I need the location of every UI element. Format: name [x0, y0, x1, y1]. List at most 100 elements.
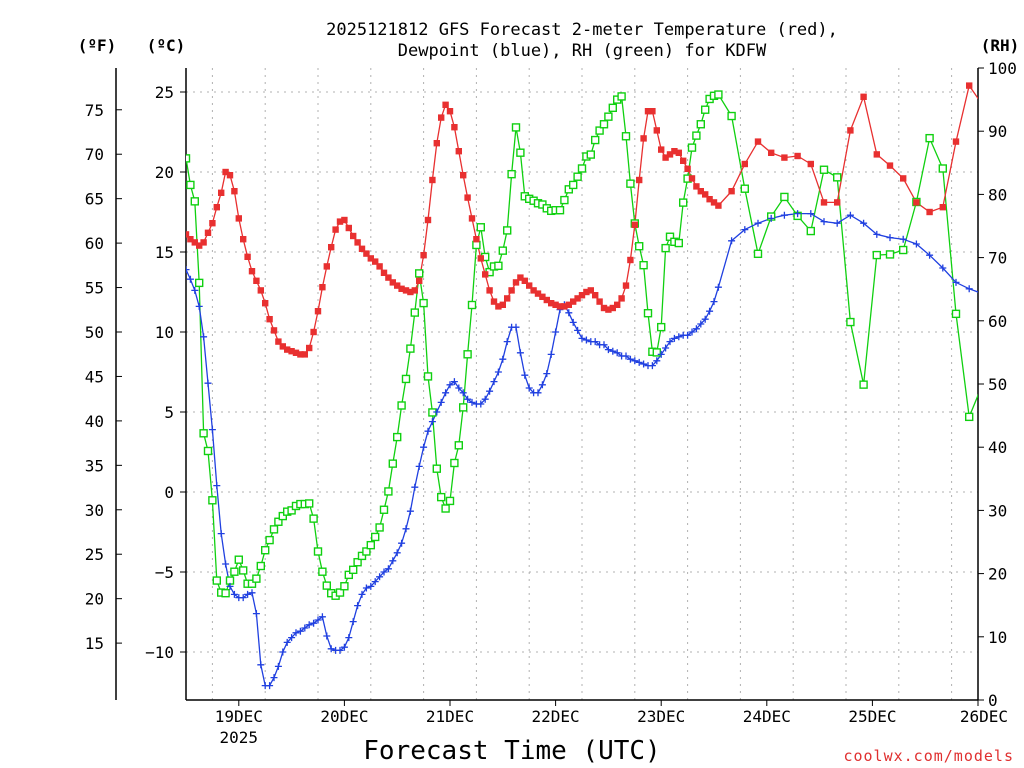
- dewpoint-point: [820, 218, 828, 226]
- temperature-point: [314, 308, 322, 315]
- rh-point: [313, 547, 323, 556]
- temperature-point: [680, 157, 687, 164]
- dewpoint-point: [314, 616, 322, 624]
- rh-point: [674, 238, 683, 248]
- chart-title-line2: Dewpoint (blue), RH (green) for KDFW: [398, 41, 767, 61]
- temperature-point: [288, 348, 295, 355]
- rh-point: [318, 567, 327, 576]
- temperature-point: [517, 274, 524, 281]
- temperature-point: [794, 152, 801, 160]
- temperature-point: [543, 296, 550, 304]
- temperature-point: [952, 138, 960, 145]
- temperature-point: [328, 244, 335, 251]
- axes: [115, 68, 979, 701]
- temperature-point: [710, 199, 718, 206]
- temperature-point: [196, 242, 203, 249]
- dewpoint-point: [450, 378, 458, 386]
- rh-point: [577, 164, 587, 173]
- rh-point: [938, 164, 947, 173]
- temperature-point: [614, 301, 621, 308]
- dewpoint-point: [534, 389, 542, 397]
- temperature-point: [913, 199, 920, 206]
- rh-point: [595, 126, 604, 135]
- dewpoint-markers: [186, 210, 986, 690]
- rh-point: [833, 173, 842, 182]
- rh-point: [806, 226, 815, 236]
- temperature-point: [292, 349, 300, 356]
- rh-point: [221, 588, 230, 598]
- rh-point: [872, 250, 881, 260]
- rh-point: [701, 105, 710, 114]
- dewpoint-point: [939, 264, 947, 272]
- dewpoint-point: [213, 482, 221, 490]
- temperature-point: [715, 202, 722, 209]
- temperature-point: [556, 303, 564, 310]
- rh-point: [463, 350, 472, 359]
- dewpoint-point: [622, 352, 630, 360]
- temperature-point: [455, 148, 462, 155]
- dewpoint-point: [780, 211, 788, 219]
- temperature-point: [860, 93, 867, 100]
- temperature-point: [979, 102, 985, 108]
- fahrenheit-tick-label: 30: [85, 501, 104, 520]
- rh-point: [472, 240, 481, 250]
- temperature-point: [702, 191, 709, 198]
- dewpoint-point: [635, 358, 643, 366]
- temperature-point: [847, 127, 854, 134]
- dewpoint-point: [296, 627, 304, 635]
- rh-point: [951, 309, 961, 319]
- dewpoint-point: [252, 610, 260, 618]
- dewpoint-point: [406, 507, 414, 515]
- dewpoint-point: [582, 336, 590, 344]
- dewpoint-point: [807, 210, 815, 218]
- temperature-point: [807, 160, 814, 168]
- rh-point: [639, 260, 648, 270]
- temperature-point: [209, 220, 216, 227]
- dewpoint-point: [860, 219, 868, 227]
- temperature-point: [345, 224, 352, 232]
- temperature-point: [341, 216, 348, 224]
- temperature-point: [446, 108, 454, 115]
- temperature-point: [605, 306, 612, 313]
- dewpoint-point: [244, 590, 252, 598]
- rh-tick-label: 60: [988, 312, 1007, 331]
- rh-tick-label: 20: [988, 565, 1007, 584]
- series-markers: [186, 82, 986, 690]
- dewpoint-point: [670, 334, 678, 342]
- dewpoint-point: [574, 326, 582, 334]
- dewpoint-point: [270, 674, 278, 682]
- dewpoint-point: [437, 398, 445, 406]
- rh-point: [199, 429, 208, 438]
- rh-point: [679, 198, 688, 207]
- temperature-point: [266, 316, 273, 323]
- celsius-tick-label: 0: [164, 483, 174, 502]
- credit-label: coolwx.com/models: [843, 747, 1014, 765]
- dewpoint-point: [402, 525, 410, 533]
- temperature-point: [939, 204, 946, 211]
- temperature-point: [306, 344, 313, 352]
- temperature-point: [578, 292, 586, 299]
- rh-point: [375, 523, 384, 532]
- rh-point: [401, 374, 411, 384]
- dewpoint-point: [468, 398, 476, 406]
- dewpoint-point: [393, 549, 401, 557]
- rh-point: [591, 135, 600, 145]
- temperature-point: [900, 175, 907, 182]
- temperature-point: [622, 282, 630, 289]
- temperature-point: [451, 124, 458, 131]
- temperature-point: [526, 282, 533, 289]
- rh-markers: [186, 90, 974, 600]
- temperature-point: [600, 304, 608, 312]
- dewpoint-point: [411, 483, 419, 491]
- dewpoint-point: [886, 234, 894, 242]
- rh-point: [467, 300, 477, 310]
- rh-point: [238, 566, 248, 575]
- dewpoint-point: [979, 290, 986, 297]
- dewpoint-point: [283, 638, 291, 646]
- temperature-point: [618, 295, 625, 302]
- temperature-point: [530, 287, 537, 294]
- dewpoint-point: [547, 350, 555, 358]
- temperature-point: [926, 208, 933, 216]
- temperature-point: [424, 216, 432, 224]
- temperature-point: [367, 255, 374, 262]
